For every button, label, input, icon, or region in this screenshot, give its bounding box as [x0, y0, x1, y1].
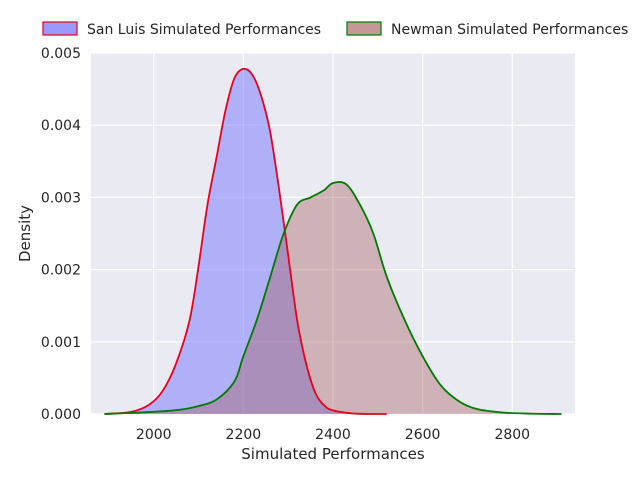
x-tick-labels: 2000 2200 2400 2600 2800 [136, 427, 530, 443]
density-areas [104, 68, 562, 414]
y-tick-labels: 0.000 0.001 0.002 0.003 0.004 0.005 [41, 46, 81, 423]
x-tick-label: 2200 [226, 427, 262, 443]
x-tick-label: 2800 [494, 427, 530, 443]
y-tick-label: 0.002 [41, 263, 81, 279]
y-tick-label: 0.004 [41, 118, 81, 134]
legend-swatch [42, 21, 78, 36]
y-tick-label: 0.005 [41, 46, 81, 62]
density-lines [104, 67, 562, 415]
legend-label: Newman Simulated Performances [391, 22, 628, 38]
legend-label: San Luis Simulated Performances [87, 22, 321, 38]
y-tick-label: 0.003 [41, 190, 81, 206]
density-area-series-1 [104, 68, 387, 414]
x-tick-label: 2000 [136, 427, 172, 443]
legend: San Luis Simulated Performances Newman Si… [42, 21, 628, 38]
x-axis-label: Simulated Performances [241, 445, 425, 463]
density-line-series-2 [104, 181, 562, 415]
y-axis-label: Density [16, 205, 34, 262]
x-tick-label: 2400 [315, 427, 351, 443]
y-tick-label: 0.001 [41, 335, 81, 351]
x-tick-label: 2600 [405, 427, 441, 443]
y-tick-label: 0.000 [41, 407, 81, 423]
legend-swatch [346, 21, 382, 36]
density-area-series-2 [104, 181, 562, 414]
density-line-series-1 [104, 67, 387, 415]
